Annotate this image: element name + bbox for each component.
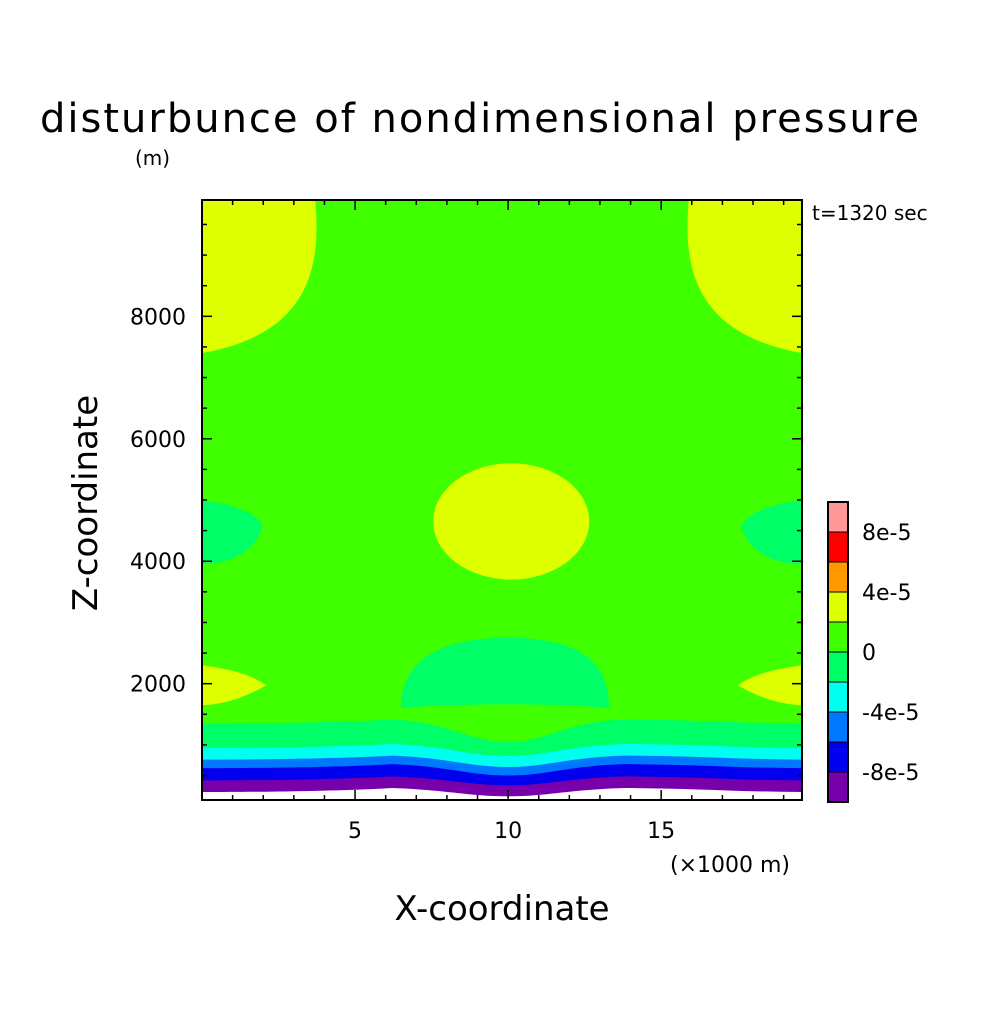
x-tick-label: 5 xyxy=(348,819,362,844)
contour-region xyxy=(737,665,802,706)
x-axis-label: X-coordinate xyxy=(394,889,609,929)
unit-label: (m) xyxy=(135,146,170,170)
contour-region xyxy=(202,500,263,565)
colorbar-swatch xyxy=(827,501,849,533)
chart-title: disturbunce of nondimensional pressure xyxy=(40,96,921,142)
time-label: t=1320 sec xyxy=(812,201,928,225)
contour-region xyxy=(741,500,802,565)
colorbar-swatch xyxy=(827,591,849,623)
contour-band xyxy=(202,788,802,800)
colorbar-tick-label: -4e-5 xyxy=(862,701,919,726)
colorbar-swatch xyxy=(827,561,849,593)
colorbar-tick-label: -8e-5 xyxy=(862,761,919,786)
colorbar-swatch xyxy=(827,531,849,563)
colorbar-swatch xyxy=(827,711,849,743)
contour-region xyxy=(202,665,267,706)
colorbar-tick-label: 0 xyxy=(862,641,876,666)
x-axis: 5 10 15 xyxy=(231,200,785,844)
colorbar-swatch xyxy=(827,621,849,653)
contour-region xyxy=(400,637,610,709)
x-tick-label: 15 xyxy=(647,819,675,844)
y-axis: 2000 4000 6000 8000 xyxy=(130,223,802,777)
colorbar-legend: -8e-5 -4e-5 0 4e-5 8e-5 xyxy=(827,501,919,803)
contour-plot xyxy=(202,200,802,800)
colorbar-tick-label: 4e-5 xyxy=(862,581,911,606)
x-tick-label: 10 xyxy=(494,819,522,844)
x-unit-label: (×1000 m) xyxy=(670,853,790,878)
y-axis-label: Z-coordinate xyxy=(66,395,106,611)
y-tick-label: 6000 xyxy=(130,428,186,453)
colorbar-swatch xyxy=(827,771,849,803)
colorbar-tick-label: 8e-5 xyxy=(862,521,911,546)
contour-region xyxy=(202,200,317,354)
y-tick-label: 8000 xyxy=(130,305,186,330)
y-tick-label: 4000 xyxy=(130,550,186,575)
colorbar-frame xyxy=(827,501,849,803)
colorbar-swatch xyxy=(827,741,849,773)
contour-region xyxy=(433,463,590,580)
contour-region xyxy=(687,200,802,354)
colorbar-swatch xyxy=(827,651,849,683)
colorbar-swatch xyxy=(827,681,849,713)
y-tick-label: 2000 xyxy=(130,673,186,698)
